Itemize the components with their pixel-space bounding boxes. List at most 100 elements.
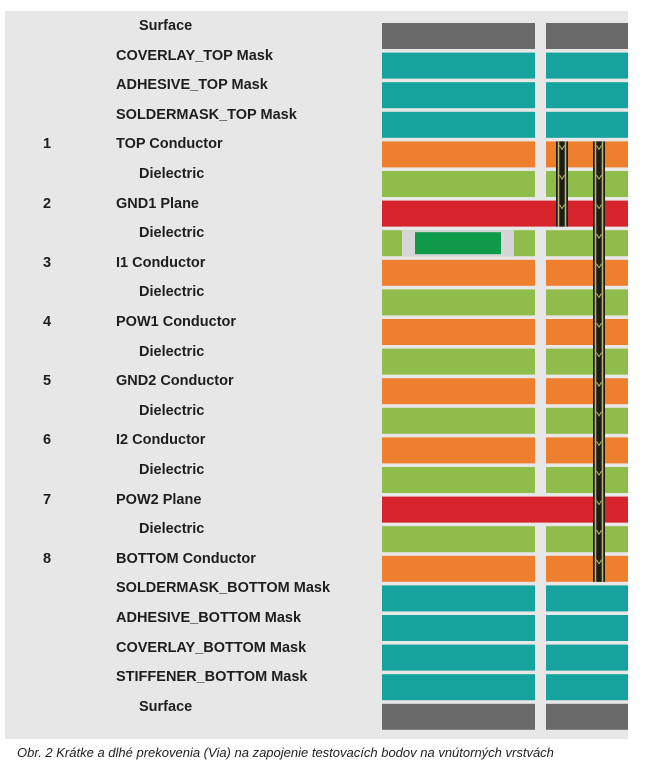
layer-band: [382, 526, 535, 553]
layer-band: [546, 703, 628, 730]
long-via-layer-mark: [596, 559, 602, 565]
layer-band: [546, 437, 628, 464]
layer-name: GND2 Conductor: [116, 373, 234, 390]
layer-name: Dielectric: [139, 462, 205, 478]
layer-band: [382, 171, 535, 197]
layer-name: GND1 Plane: [116, 195, 199, 212]
layer-row: STIFFENER_BOTTOM Mask: [5, 662, 375, 692]
layer-name: SOLDERMASK_BOTTOM Mask: [116, 580, 331, 597]
layer-row: ADHESIVE_TOP Mask: [5, 70, 375, 100]
layer-row: COVERLAY_BOTTOM Mask: [5, 633, 375, 663]
layer-row: Surface: [5, 11, 375, 41]
layer-band: [382, 703, 535, 730]
layer-row: Dielectric: [5, 514, 375, 544]
layer-row: Dielectric: [5, 337, 375, 367]
layer-name: Surface: [139, 18, 193, 34]
layer-band: [546, 526, 628, 553]
short-via-layer-mark: [559, 204, 565, 210]
layer-row: 5 GND2 Conductor: [5, 366, 375, 396]
layer-band: [382, 496, 535, 523]
stackup-cross-section: [382, 23, 628, 730]
layer-band: [382, 674, 535, 701]
long-via-layer-mark: [596, 529, 602, 536]
layer-band: [546, 23, 628, 49]
long-via-layer-mark: [596, 500, 602, 506]
layer-band: [546, 407, 628, 434]
layer-row: Dielectric: [5, 455, 375, 485]
layer-name: SOLDERMASK_TOP Mask: [116, 106, 297, 123]
layer-name: I2 Conductor: [116, 432, 206, 449]
layer-band: [546, 615, 628, 641]
layer-name: Surface: [139, 698, 193, 715]
layer-number: 6: [43, 432, 52, 449]
layer-number: 1: [43, 136, 52, 153]
layer-band: [546, 319, 628, 345]
layer-band: [546, 674, 628, 701]
layer-band: [546, 259, 628, 286]
layer-band: [382, 348, 535, 375]
layer-row: 6 I2 Conductor: [5, 425, 375, 455]
long-via-layer-mark: [596, 233, 602, 240]
layer-band: [546, 555, 628, 582]
layer-stackup-figure: Surface COVERLAY_TOP Mask ADHESIVE_TOP Mas…: [5, 11, 628, 739]
layer-band: [382, 467, 535, 493]
long-via-layer-mark: [596, 470, 602, 476]
layer-name: TOP Conductor: [116, 136, 223, 153]
layer-name: Dielectric: [139, 402, 205, 419]
layer-band: [382, 319, 535, 345]
layer-row: 2 GND1 Plane: [5, 189, 375, 219]
layer-row: COVERLAY_TOP Mask: [5, 41, 375, 71]
layer-name: STIFFENER_BOTTOM Mask: [116, 669, 308, 686]
layer-row: 7 POW2 Plane: [5, 485, 375, 515]
layer-name: COVERLAY_TOP Mask: [116, 47, 273, 64]
layer-band: [546, 111, 628, 138]
layer-band: [546, 82, 628, 109]
layer-number: 8: [43, 550, 52, 567]
layer-band: [546, 52, 628, 79]
long-via-layer-mark: [596, 263, 602, 269]
layer-band: [382, 200, 535, 227]
layer-name: Dielectric: [139, 343, 205, 360]
layer-band: [546, 644, 628, 671]
long-via-layer-mark: [596, 204, 602, 210]
layer-number: 2: [43, 195, 52, 212]
long-via-layer-mark: [596, 322, 602, 328]
layer-band: [546, 467, 628, 493]
layer-name: BOTTOM Conductor: [116, 550, 256, 567]
layer-number: 7: [43, 491, 52, 508]
layer-label-column: Surface COVERLAY_TOP Mask ADHESIVE_TOP Mas…: [5, 11, 375, 739]
plane-bridge: [535, 200, 546, 227]
long-via-layer-mark: [596, 174, 602, 180]
layer-band: [546, 378, 628, 405]
layer-band: [382, 111, 535, 138]
short-via-layer-mark: [559, 174, 565, 180]
layer-name: ADHESIVE_TOP Mask: [116, 77, 268, 94]
layer-band: [546, 289, 628, 316]
layer-band: [546, 585, 628, 612]
layer-row: SOLDERMASK_BOTTOM Mask: [5, 573, 375, 603]
long-via-layer-mark: [596, 441, 602, 447]
layer-band: [382, 259, 535, 286]
plane-bridge: [535, 496, 546, 523]
layer-name: POW1 Conductor: [116, 314, 237, 330]
layer-number: 4: [43, 314, 52, 330]
layer-row: 8 BOTTOM Conductor: [5, 544, 375, 574]
layer-band: [382, 644, 535, 671]
layer-band: [382, 407, 535, 434]
layer-band: [382, 141, 535, 168]
layer-band: [382, 23, 535, 49]
long-via-layer-mark: [596, 411, 602, 417]
figure-caption: Obr. 2 Krátke a dlhé prekovenia (Via) na…: [17, 745, 554, 760]
layer-row: 3 I1 Conductor: [5, 248, 375, 278]
layer-band: [382, 378, 535, 405]
long-via-layer-mark: [596, 381, 602, 388]
layer-name: Dielectric: [139, 284, 205, 301]
layer-band: [382, 437, 535, 464]
layer-band: [382, 555, 535, 582]
layer-band: [382, 615, 535, 641]
layer-band: [382, 52, 535, 79]
layer-name: Dielectric: [139, 225, 205, 242]
layer-band: [382, 585, 535, 612]
long-via-layer-mark: [596, 352, 602, 358]
layer-name: I1 Conductor: [116, 254, 206, 271]
